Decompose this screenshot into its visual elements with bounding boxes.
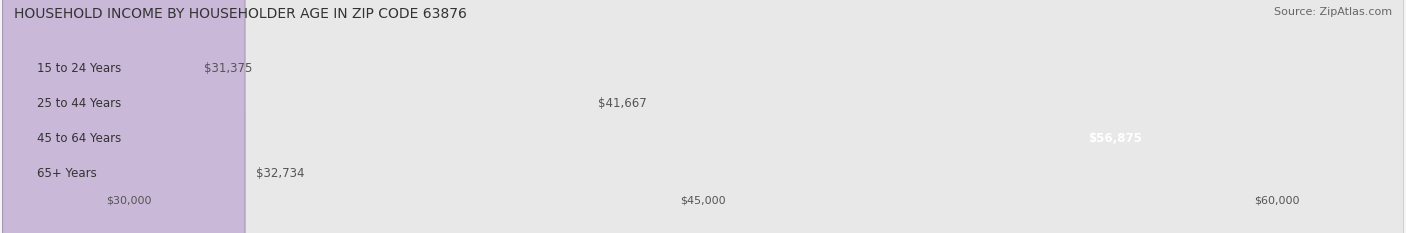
Text: 15 to 24 Years: 15 to 24 Years [37,62,121,75]
Text: $31,375: $31,375 [204,62,253,75]
FancyBboxPatch shape [3,0,193,233]
Text: $32,734: $32,734 [256,167,305,180]
FancyBboxPatch shape [3,0,1403,233]
FancyBboxPatch shape [3,0,1168,233]
Text: 45 to 64 Years: 45 to 64 Years [37,132,121,145]
Text: $56,875: $56,875 [1088,132,1142,145]
Text: HOUSEHOLD INCOME BY HOUSEHOLDER AGE IN ZIP CODE 63876: HOUSEHOLD INCOME BY HOUSEHOLDER AGE IN Z… [14,7,467,21]
FancyBboxPatch shape [3,0,1403,233]
FancyBboxPatch shape [3,0,245,233]
Text: Source: ZipAtlas.com: Source: ZipAtlas.com [1274,7,1392,17]
FancyBboxPatch shape [3,0,586,233]
Text: $41,667: $41,667 [599,97,647,110]
Text: 25 to 44 Years: 25 to 44 Years [37,97,121,110]
FancyBboxPatch shape [3,0,1403,233]
Text: 65+ Years: 65+ Years [37,167,97,180]
FancyBboxPatch shape [3,0,1403,233]
